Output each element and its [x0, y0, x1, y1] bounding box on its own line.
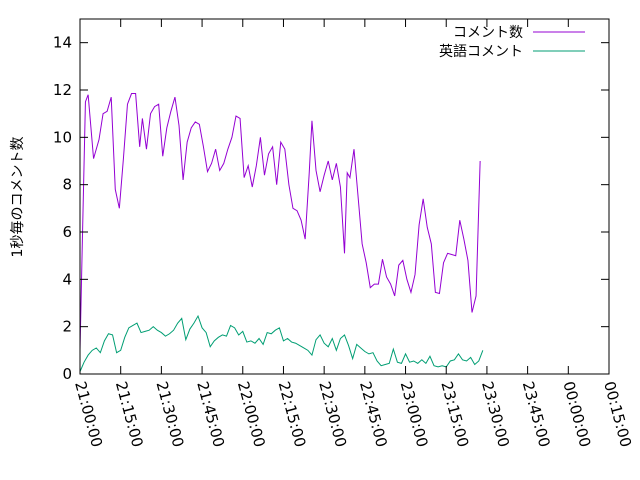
series-line-1	[79, 93, 481, 351]
x-tick-label: 22:15:00	[275, 379, 310, 449]
y-tick-label: 8	[62, 176, 72, 194]
x-tick-label: 21:00:00	[71, 379, 106, 449]
y-tick-label: 12	[53, 81, 72, 99]
x-tick-label: 22:00:00	[234, 379, 269, 449]
x-tick-label: 00:15:00	[600, 379, 635, 449]
y-tick-label: 6	[62, 223, 72, 241]
x-tick-label: 23:15:00	[437, 379, 472, 449]
x-tick-label: 21:45:00	[193, 379, 228, 449]
x-tick-label: 22:30:00	[315, 379, 350, 449]
x-tick-label: 00:00:00	[559, 379, 594, 449]
y-tick-label: 0	[62, 365, 72, 383]
series-line-2	[79, 314, 484, 372]
y-tick-label: 2	[62, 318, 72, 336]
y-axis-label: 1秒毎のコメント数	[10, 137, 26, 258]
x-tick-label: 21:15:00	[112, 379, 147, 449]
x-tick-label: 23:30:00	[478, 379, 513, 449]
legend-label-1: コメント数	[453, 25, 523, 41]
x-tick-label: 21:30:00	[153, 379, 188, 449]
x-tick-label: 23:00:00	[397, 379, 432, 449]
y-tick-label: 10	[53, 128, 72, 146]
y-tick-label: 4	[62, 270, 72, 288]
legend-label-2: 英語コメント	[439, 43, 523, 60]
x-tick-label: 22:45:00	[356, 379, 391, 449]
plot-frame	[79, 18, 610, 375]
y-tick-label: 14	[53, 34, 72, 52]
x-tick-label: 23:45:00	[519, 379, 554, 449]
